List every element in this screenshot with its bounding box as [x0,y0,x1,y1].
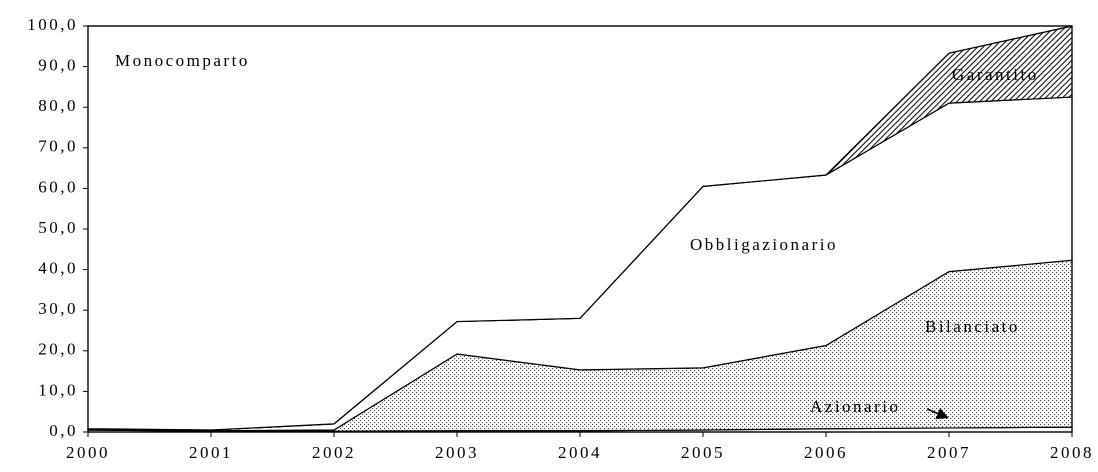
y-tick-label: 30,0 [38,299,78,318]
series-label: Obbligazionario [690,235,838,254]
x-tick-label: 2006 [804,443,848,462]
x-tick-label: 2002 [312,443,356,462]
y-tick-label: 60,0 [38,177,78,196]
y-tick-label: 100,0 [27,15,78,34]
series-label: Azionario [810,397,900,416]
y-tick-label: 10,0 [38,380,78,399]
x-tick-label: 2000 [66,443,110,462]
y-tick-label: 80,0 [38,96,78,115]
y-tick-label: 40,0 [38,259,78,278]
series-label: Bilanciato [925,317,1020,336]
x-tick-label: 2003 [435,443,479,462]
y-tick-label: 70,0 [38,137,78,156]
x-tick-label: 2001 [189,443,233,462]
label-arrow [926,407,949,420]
y-tick-label: 20,0 [38,340,78,359]
y-tick-label: 50,0 [38,218,78,237]
y-tick-label: 0,0 [49,421,78,440]
x-tick-label: 2005 [681,443,725,462]
series-label: Garantito [952,65,1039,84]
series-label: Monocomparto [115,51,250,70]
x-tick-label: 2004 [558,443,602,462]
x-tick-label: 2007 [927,443,971,462]
x-tick-label: 2008 [1050,443,1094,462]
y-tick-label: 90,0 [38,56,78,75]
